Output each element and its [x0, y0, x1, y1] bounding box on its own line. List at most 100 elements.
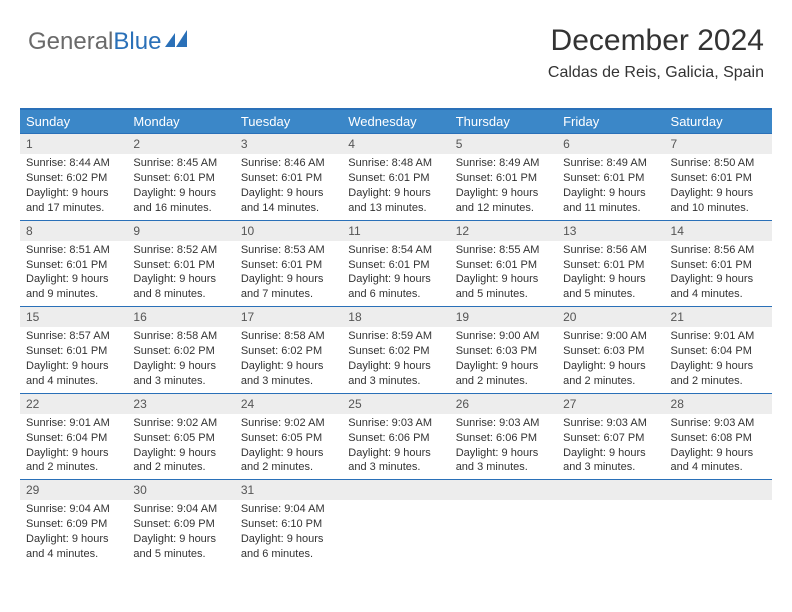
day-header-sun: Sunday [20, 110, 127, 133]
logo-text-general: General [28, 28, 113, 56]
day-number: 29 [20, 480, 127, 500]
day-day1: Daylight: 9 hours [563, 186, 658, 201]
day-sunrise: Sunrise: 9:03 AM [671, 416, 766, 431]
day-body: Sunrise: 8:59 AMSunset: 6:02 PMDaylight:… [342, 327, 449, 392]
day-day1: Daylight: 9 hours [26, 446, 121, 461]
day-sunset: Sunset: 6:03 PM [456, 344, 551, 359]
day-day2: and 17 minutes. [26, 201, 121, 216]
day-body: Sunrise: 9:01 AMSunset: 6:04 PMDaylight:… [20, 414, 127, 479]
day-sunrise: Sunrise: 9:01 AM [671, 329, 766, 344]
day-day2: and 13 minutes. [348, 201, 443, 216]
day-sunset: Sunset: 6:01 PM [348, 258, 443, 273]
day-sunrise: Sunrise: 9:04 AM [133, 502, 228, 517]
day-day1: Daylight: 9 hours [348, 446, 443, 461]
day-body: Sunrise: 9:03 AMSunset: 6:08 PMDaylight:… [665, 414, 772, 479]
header: December 2024 Caldas de Reis, Galicia, S… [548, 24, 764, 82]
day-number: 5 [450, 134, 557, 154]
day-sunset: Sunset: 6:07 PM [563, 431, 658, 446]
day-day2: and 2 minutes. [241, 460, 336, 475]
day-number: 20 [557, 307, 664, 327]
day-number: 1 [20, 134, 127, 154]
day-sunrise: Sunrise: 9:03 AM [348, 416, 443, 431]
day-cell: 11Sunrise: 8:54 AMSunset: 6:01 PMDayligh… [342, 221, 449, 307]
day-cell: 2Sunrise: 8:45 AMSunset: 6:01 PMDaylight… [127, 134, 234, 220]
day-sunrise: Sunrise: 9:03 AM [563, 416, 658, 431]
day-sunset: Sunset: 6:01 PM [241, 258, 336, 273]
day-number: 25 [342, 394, 449, 414]
day-number: 13 [557, 221, 664, 241]
day-sunrise: Sunrise: 9:04 AM [241, 502, 336, 517]
day-sunrise: Sunrise: 8:44 AM [26, 156, 121, 171]
day-sunrise: Sunrise: 8:49 AM [456, 156, 551, 171]
day-day2: and 2 minutes. [456, 374, 551, 389]
day-sunrise: Sunrise: 8:58 AM [133, 329, 228, 344]
day-day1: Daylight: 9 hours [26, 272, 121, 287]
day-sunset: Sunset: 6:01 PM [26, 344, 121, 359]
day-day1: Daylight: 9 hours [26, 359, 121, 374]
week-row: 1 Sunrise: 8:44 AMSunset: 6:02 PM Daylight… [20, 133, 772, 220]
month-title: December 2024 [548, 24, 764, 58]
day-cell: . [665, 480, 772, 566]
day-sunrise: Sunrise: 9:02 AM [241, 416, 336, 431]
day-sunrise: Sunrise: 9:04 AM [26, 502, 121, 517]
day-day1: Daylight: 9 hours [456, 359, 551, 374]
day-cell: 24Sunrise: 9:02 AMSunset: 6:05 PMDayligh… [235, 394, 342, 480]
day-body: Sunrise: 9:02 AMSunset: 6:05 PMDaylight:… [235, 414, 342, 479]
day-day2: and 3 minutes. [348, 374, 443, 389]
day-sunset: Sunset: 6:05 PM [241, 431, 336, 446]
day-sunrise: Sunrise: 9:00 AM [563, 329, 658, 344]
day-header-sat: Saturday [665, 110, 772, 133]
day-day1: Daylight: 9 hours [133, 272, 228, 287]
day-cell: 17Sunrise: 8:58 AMSunset: 6:02 PMDayligh… [235, 307, 342, 393]
day-number: 16 [127, 307, 234, 327]
day-number: 31 [235, 480, 342, 500]
day-body: Sunrise: 9:04 AMSunset: 6:10 PMDaylight:… [235, 500, 342, 565]
day-sunset: Sunset: 6:01 PM [456, 171, 551, 186]
day-sunrise: Sunrise: 8:52 AM [133, 243, 228, 258]
calendar: Sunday Monday Tuesday Wednesday Thursday… [20, 108, 772, 566]
day-day1: Daylight: 9 hours [671, 272, 766, 287]
day-body: Sunrise: 9:03 AMSunset: 6:06 PMDaylight:… [342, 414, 449, 479]
day-sunrise: Sunrise: 9:03 AM [456, 416, 551, 431]
day-number: 7 [665, 134, 772, 154]
day-number: 15 [20, 307, 127, 327]
day-sunset: Sunset: 6:10 PM [241, 517, 336, 532]
week-row: 22Sunrise: 9:01 AMSunset: 6:04 PMDayligh… [20, 393, 772, 480]
day-cell: 23Sunrise: 9:02 AMSunset: 6:05 PMDayligh… [127, 394, 234, 480]
week-row: 8Sunrise: 8:51 AMSunset: 6:01 PMDaylight… [20, 220, 772, 307]
day-body: Sunrise: 8:48 AMSunset: 6:01 PMDaylight:… [342, 154, 449, 219]
day-body: Sunrise: 8:58 AMSunset: 6:02 PMDaylight:… [127, 327, 234, 392]
day-sunset: Sunset: 6:01 PM [348, 171, 443, 186]
logo: GeneralBlue [28, 28, 191, 56]
day-day1: Daylight: 9 hours [671, 186, 766, 201]
day-day1: Daylight: 9 hours [241, 186, 336, 201]
weeks-container: 1 Sunrise: 8:44 AMSunset: 6:02 PM Daylight… [20, 133, 772, 566]
day-cell: 14Sunrise: 8:56 AMSunset: 6:01 PMDayligh… [665, 221, 772, 307]
day-body: Sunrise: 8:52 AMSunset: 6:01 PMDaylight:… [127, 241, 234, 306]
day-sunrise: Sunrise: 9:02 AM [133, 416, 228, 431]
day-sunset: Sunset: 6:02 PM [26, 171, 121, 186]
day-day1: Daylight: 9 hours [241, 272, 336, 287]
week-row: 29Sunrise: 9:04 AMSunset: 6:09 PMDayligh… [20, 479, 772, 566]
day-body: Sunrise: 8:49 AMSunset: 6:01 PMDaylight:… [557, 154, 664, 219]
day-sunrise: Sunrise: 8:58 AM [241, 329, 336, 344]
logo-mark-icon [165, 28, 191, 56]
day-day1: Daylight: 9 hours [133, 532, 228, 547]
day-number: 28 [665, 394, 772, 414]
day-day1: Daylight: 9 hours [133, 446, 228, 461]
day-day2: and 5 minutes. [563, 287, 658, 302]
day-cell: 5Sunrise: 8:49 AMSunset: 6:01 PMDaylight… [450, 134, 557, 220]
day-number: . [450, 480, 557, 500]
day-cell: 22Sunrise: 9:01 AMSunset: 6:04 PMDayligh… [20, 394, 127, 480]
day-day1: Daylight: 9 hours [348, 272, 443, 287]
day-sunrise: Sunrise: 8:56 AM [671, 243, 766, 258]
day-body: Sunrise: 8:56 AMSunset: 6:01 PMDaylight:… [557, 241, 664, 306]
day-body: Sunrise: 9:03 AMSunset: 6:06 PMDaylight:… [450, 414, 557, 479]
day-day2: and 4 minutes. [671, 460, 766, 475]
day-number: 6 [557, 134, 664, 154]
day-cell: 7Sunrise: 8:50 AMSunset: 6:01 PMDaylight… [665, 134, 772, 220]
day-day2: and 9 minutes. [26, 287, 121, 302]
logo-text-blue: Blue [113, 28, 161, 56]
day-cell: 20Sunrise: 9:00 AMSunset: 6:03 PMDayligh… [557, 307, 664, 393]
day-body: Sunrise: 8:57 AMSunset: 6:01 PMDaylight:… [20, 327, 127, 392]
